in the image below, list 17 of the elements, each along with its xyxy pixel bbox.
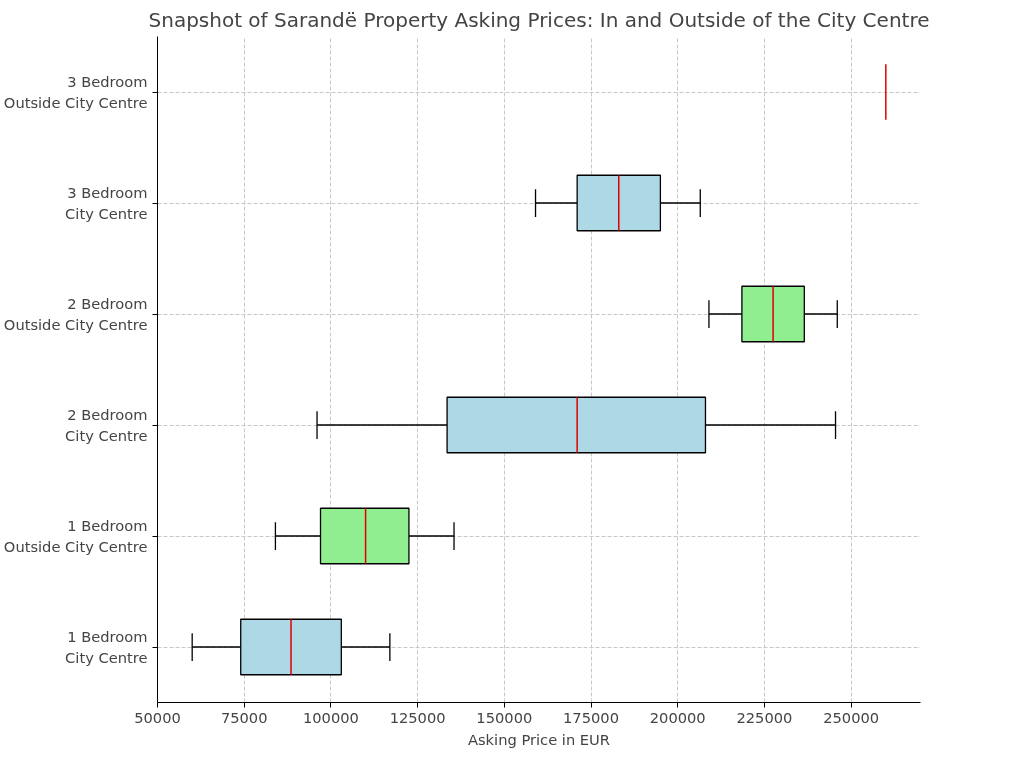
x-tick-label: 75000	[220, 708, 268, 726]
x-tick-label: 150000	[476, 708, 533, 726]
y-tick-label: 3 Bedroom Outside City Centre	[3, 73, 148, 111]
x-tick-label: 250000	[823, 708, 880, 726]
x-tick-label: 125000	[389, 708, 446, 726]
x-tick-label: 175000	[563, 708, 619, 726]
x-axis-title: Asking Price in EUR	[467, 730, 611, 748]
y-tick-label: 1 Bedroom City Centre	[65, 628, 148, 666]
y-tick-label: 3 Bedroom City Centre	[65, 184, 148, 222]
x-tick-label: 50000	[134, 708, 181, 726]
x-tick-label: 100000	[302, 708, 359, 726]
x-tick-label: 225000	[736, 708, 793, 726]
y-tick-label: 2 Bedroom Outside City Centre	[3, 295, 148, 333]
x-tick-label: 200000	[649, 708, 706, 726]
y-tick-label: 1 Bedroom Outside City Centre	[3, 517, 148, 555]
y-tick-label: 2 Bedroom City Centre	[65, 406, 148, 444]
chart-title: Snapshot of Sarandë Property Asking Prices: In and Outside of the City Centre	[148, 7, 930, 32]
